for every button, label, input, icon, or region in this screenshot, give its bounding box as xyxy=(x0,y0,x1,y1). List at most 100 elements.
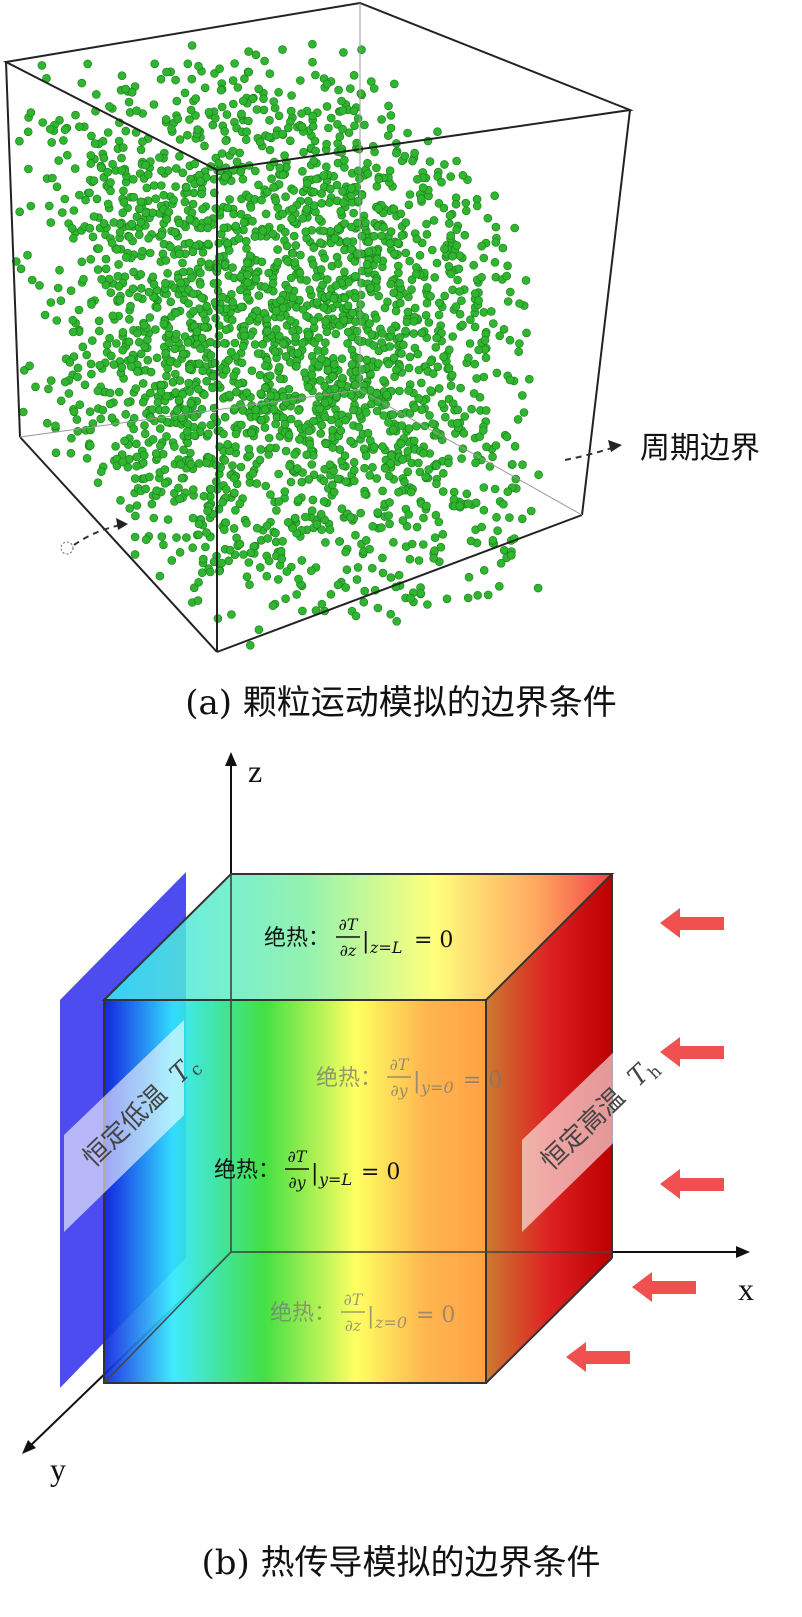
particle xyxy=(40,310,50,320)
particle xyxy=(237,109,246,119)
particle xyxy=(374,359,383,368)
particle xyxy=(270,347,280,357)
particle xyxy=(221,518,231,528)
particle xyxy=(86,151,96,160)
particle xyxy=(130,474,140,483)
particle xyxy=(221,172,230,182)
particle xyxy=(353,166,363,176)
particle xyxy=(152,486,161,496)
particle xyxy=(141,208,151,218)
particle xyxy=(44,384,53,394)
particle xyxy=(188,543,197,553)
particle xyxy=(314,214,324,224)
particle xyxy=(129,175,138,184)
particle xyxy=(430,273,440,282)
particle xyxy=(174,483,183,493)
particle xyxy=(245,316,254,325)
particle xyxy=(203,506,212,516)
particle xyxy=(196,280,205,289)
arrow-head-left xyxy=(116,518,128,530)
particle xyxy=(505,375,515,385)
particle xyxy=(444,261,454,271)
particle xyxy=(307,506,317,516)
particle xyxy=(149,181,159,190)
particle xyxy=(311,70,320,80)
particle xyxy=(107,238,117,248)
particle xyxy=(268,229,278,239)
particle xyxy=(319,497,329,506)
z-axis-arrow xyxy=(225,752,237,766)
particle xyxy=(350,293,360,303)
particle xyxy=(295,435,304,444)
particle xyxy=(183,427,192,436)
particle xyxy=(239,218,249,227)
particle xyxy=(18,407,28,417)
particle xyxy=(106,186,115,196)
particle xyxy=(446,172,456,181)
bc-bottom-word: 绝热： xyxy=(270,1301,336,1326)
particle xyxy=(217,558,226,568)
y-axis-arrow xyxy=(22,1440,36,1454)
particle xyxy=(151,325,160,334)
heat-arrow-1 xyxy=(660,908,724,938)
particle xyxy=(481,353,491,363)
particle xyxy=(66,448,76,458)
particle xyxy=(410,148,419,158)
particle xyxy=(146,388,155,398)
particle xyxy=(510,441,520,451)
particle xyxy=(141,484,150,494)
particle xyxy=(44,201,54,211)
particle xyxy=(301,227,311,236)
particle xyxy=(86,441,95,450)
particle xyxy=(505,513,514,522)
particle xyxy=(211,113,220,123)
particle xyxy=(170,228,180,237)
particle xyxy=(488,319,498,328)
particle xyxy=(386,451,396,460)
particle xyxy=(162,432,171,441)
particle xyxy=(394,570,404,580)
particle xyxy=(372,474,382,483)
particle xyxy=(139,320,149,330)
particle xyxy=(348,308,357,318)
particle xyxy=(379,411,389,420)
particle xyxy=(252,306,262,316)
particle xyxy=(178,258,187,268)
particle xyxy=(452,225,461,234)
particle xyxy=(246,203,256,212)
particle xyxy=(439,352,448,362)
particle xyxy=(434,298,444,308)
particle xyxy=(297,556,307,565)
particle xyxy=(225,390,234,400)
particle xyxy=(179,445,188,455)
particle xyxy=(35,281,44,290)
particle xyxy=(302,179,312,188)
particle xyxy=(474,345,483,355)
particle xyxy=(452,156,461,166)
particle xyxy=(193,125,202,134)
particle xyxy=(335,537,344,546)
particle xyxy=(284,284,293,294)
particle xyxy=(88,336,97,345)
bc-front: 绝热： ∂T ∂y | y=L = 0 xyxy=(214,1147,400,1192)
particle xyxy=(481,406,491,415)
particle xyxy=(452,418,462,428)
particle xyxy=(457,296,466,306)
particle xyxy=(281,192,290,201)
particle xyxy=(280,419,290,429)
particle xyxy=(357,365,367,374)
particle xyxy=(386,123,396,133)
particle xyxy=(310,136,320,146)
particle xyxy=(85,188,94,198)
particle xyxy=(31,382,40,392)
bc-top: 绝热： ∂T ∂z | z=L = 0 xyxy=(264,915,453,960)
particle xyxy=(418,448,428,458)
particle xyxy=(278,170,288,180)
particle xyxy=(415,467,425,477)
particle xyxy=(231,221,241,231)
particle xyxy=(206,350,216,360)
particle xyxy=(172,96,182,106)
particle xyxy=(230,488,239,498)
bc-back-numerator: ∂T xyxy=(390,1055,410,1074)
bc-back-denominator: ∂y xyxy=(390,1081,408,1100)
